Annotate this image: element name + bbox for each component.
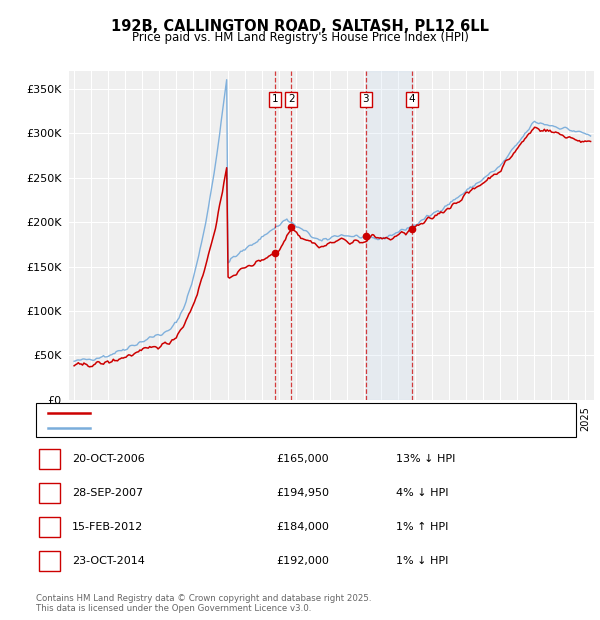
Text: £165,000: £165,000	[276, 454, 329, 464]
Bar	[366, 71, 412, 400]
Text: 4: 4	[409, 94, 415, 104]
Text: £194,950: £194,950	[276, 488, 329, 498]
Text: 1: 1	[272, 94, 278, 104]
Text: 4: 4	[46, 556, 53, 566]
Text: 192B, CALLINGTON ROAD, SALTASH, PL12 6LL (semi-detached house): 192B, CALLINGTON ROAD, SALTASH, PL12 6LL…	[96, 407, 437, 417]
Text: 3: 3	[362, 94, 369, 104]
Text: 192B, CALLINGTON ROAD, SALTASH, PL12 6LL: 192B, CALLINGTON ROAD, SALTASH, PL12 6LL	[111, 19, 489, 33]
Text: 13% ↓ HPI: 13% ↓ HPI	[396, 454, 455, 464]
Text: 28-SEP-2007: 28-SEP-2007	[72, 488, 143, 498]
Text: £192,000: £192,000	[276, 556, 329, 566]
Text: 4% ↓ HPI: 4% ↓ HPI	[396, 488, 448, 498]
Text: 15-FEB-2012: 15-FEB-2012	[72, 522, 143, 532]
Text: Contains HM Land Registry data © Crown copyright and database right 2025.
This d: Contains HM Land Registry data © Crown c…	[36, 594, 371, 613]
Text: 2: 2	[288, 94, 295, 104]
Text: 2: 2	[46, 488, 53, 498]
Text: Price paid vs. HM Land Registry's House Price Index (HPI): Price paid vs. HM Land Registry's House …	[131, 31, 469, 44]
Text: 20-OCT-2006: 20-OCT-2006	[72, 454, 145, 464]
Text: 1: 1	[46, 454, 53, 464]
Text: 3: 3	[46, 522, 53, 532]
Text: 1% ↑ HPI: 1% ↑ HPI	[396, 522, 448, 532]
Text: £184,000: £184,000	[276, 522, 329, 532]
Text: 1% ↓ HPI: 1% ↓ HPI	[396, 556, 448, 566]
Text: 23-OCT-2014: 23-OCT-2014	[72, 556, 145, 566]
Text: HPI: Average price, semi-detached house, Cornwall: HPI: Average price, semi-detached house,…	[96, 423, 346, 433]
